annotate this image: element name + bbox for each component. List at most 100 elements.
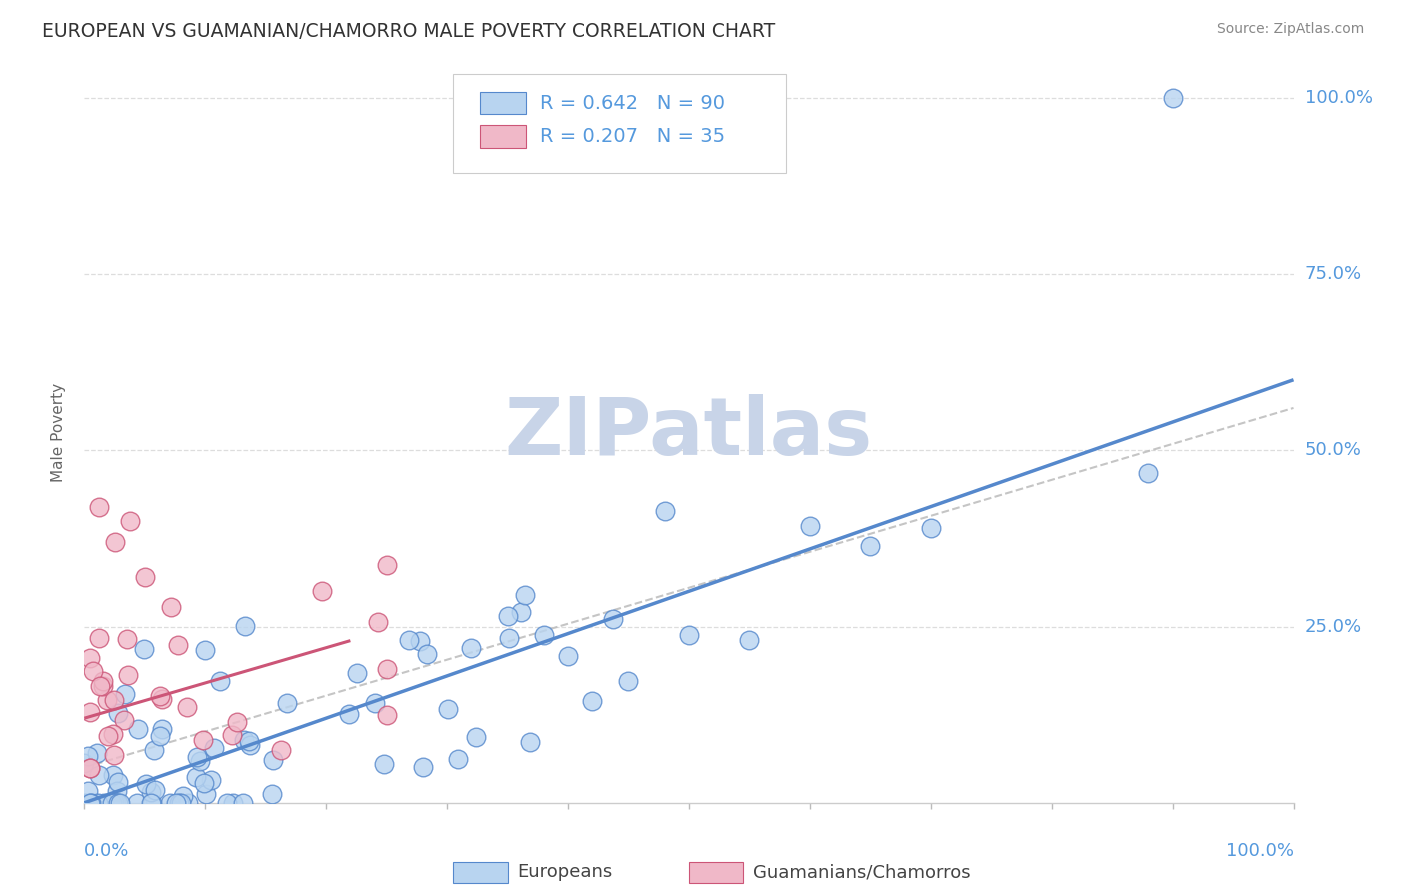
Point [103,693,125,707]
Point [221,728,243,742]
Point [101,796,124,810]
Point [149,689,172,703]
Point [364,696,387,710]
Point [105,795,128,809]
Bar [479,126,526,147]
Point [165,796,187,810]
Point [498,631,520,645]
Point [141,796,163,810]
Point [373,756,395,771]
Point [654,91,676,105]
Point [177,796,200,810]
Point [97,729,120,743]
Point [104,535,127,549]
Point [193,776,215,790]
Point [79,796,101,810]
Bar [479,92,526,114]
Point [83,796,105,810]
Point [101,768,124,782]
Point [1161,91,1184,105]
Point [654,504,676,518]
Text: R = 0.642   N = 90: R = 0.642 N = 90 [540,94,725,112]
Point [143,783,166,797]
Bar [689,862,744,883]
Point [150,722,173,736]
Point [76,784,98,798]
Point [738,633,761,648]
Point [107,796,129,810]
Point [77,749,100,764]
Point [86,746,108,760]
Point [412,760,434,774]
Point [200,773,222,788]
Point [132,642,155,657]
Point [120,514,142,528]
Point [87,632,110,646]
Point [91,679,114,693]
Point [436,702,458,716]
Point [188,754,211,768]
Point [208,673,231,688]
Point [87,500,110,514]
Point [799,519,821,533]
Point [73,756,96,771]
Point [346,665,368,680]
Point [375,707,398,722]
Text: Source: ZipAtlas.com: Source: ZipAtlas.com [1216,22,1364,37]
Point [184,770,207,784]
Point [159,796,181,810]
Point [79,796,101,810]
Text: 75.0%: 75.0% [1305,265,1362,283]
Point [115,632,138,647]
Text: R = 0.207   N = 35: R = 0.207 N = 35 [540,127,725,146]
Point [160,599,183,614]
Point [87,768,110,782]
Point [101,727,124,741]
Point [114,688,136,702]
Point [510,605,533,619]
Point [920,520,942,534]
Point [82,664,104,678]
Text: 25.0%: 25.0% [1305,617,1362,635]
Point [409,634,432,648]
Point [513,588,536,602]
Text: Guamanians/Chamorros: Guamanians/Chamorros [754,863,970,881]
Point [233,619,256,633]
Point [602,611,624,625]
Point [105,783,128,797]
Point [276,696,298,710]
Point [89,679,111,693]
Point [496,608,519,623]
Point [617,674,640,689]
Point [222,796,245,810]
Point [519,734,541,748]
Point [225,714,247,729]
Point [398,632,420,647]
Point [107,706,129,720]
Point [75,796,97,810]
Point [311,583,333,598]
Point [270,743,292,757]
Point [134,570,156,584]
Text: 0.0%: 0.0% [84,842,129,860]
Point [103,747,125,762]
Point [79,796,101,810]
Point [193,732,215,747]
Point [557,649,579,664]
Point [239,739,262,753]
Point [194,787,217,801]
Point [172,789,194,803]
Point [238,734,260,748]
Text: EUROPEAN VS GUAMANIAN/CHAMORRO MALE POVERTY CORRELATION CHART: EUROPEAN VS GUAMANIAN/CHAMORRO MALE POVE… [42,22,776,41]
Point [367,615,389,629]
Point [1137,466,1160,480]
Point [127,722,149,736]
Point [447,752,470,766]
Bar [453,862,508,883]
Point [416,647,439,661]
Point [232,732,254,747]
Point [141,796,163,810]
Point [135,777,157,791]
Point [91,673,114,688]
Point [202,741,225,756]
